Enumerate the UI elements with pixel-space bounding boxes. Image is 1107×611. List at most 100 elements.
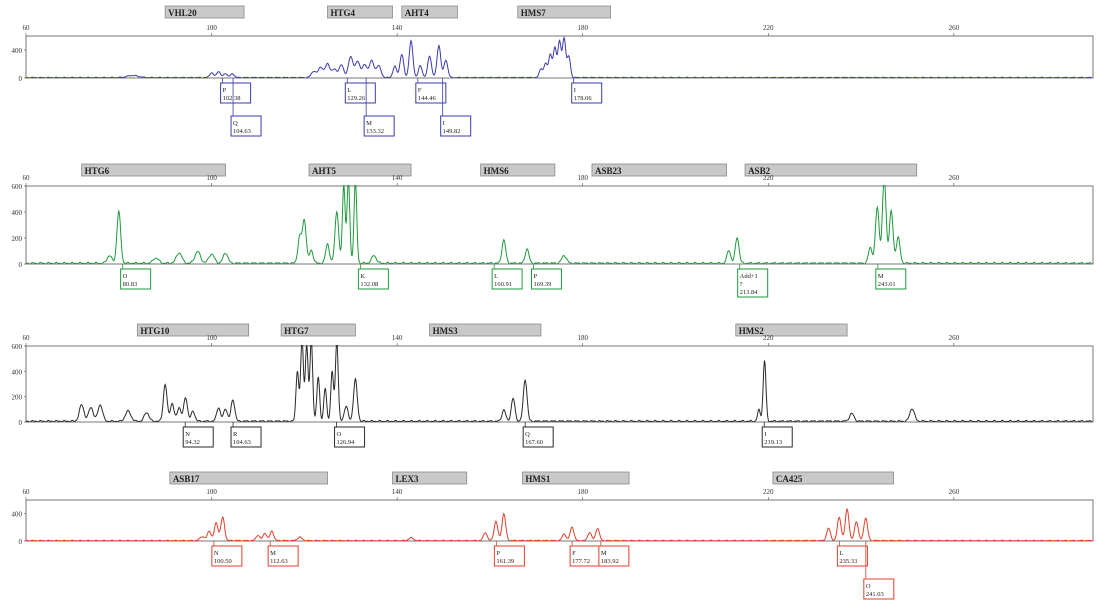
- marker-bar-htg4[interactable]: [327, 5, 393, 19]
- allele-call-box[interactable]: [415, 82, 447, 104]
- marker-bar-hms2[interactable]: [735, 323, 848, 337]
- marker-label: HMS1: [525, 474, 551, 484]
- allele-call-text: O: [337, 431, 342, 438]
- x-tick-label: 220: [763, 488, 774, 496]
- allele-call-box[interactable]: [357, 268, 389, 290]
- marker-bar-aht5[interactable]: [308, 163, 412, 177]
- marker-label: HMS7: [521, 8, 547, 18]
- allele-call-box[interactable]: [230, 115, 262, 137]
- y-tick-label: 0: [19, 538, 23, 546]
- allele-call-box[interactable]: [530, 268, 562, 290]
- marker-bar-htg10[interactable]: [136, 323, 250, 337]
- allele-call-text: K: [360, 273, 365, 280]
- x-tick-label: 260: [949, 488, 960, 496]
- allele-call-text: P: [533, 273, 537, 280]
- allele-call-text: 235.33: [839, 558, 857, 565]
- marker-bar-asb2[interactable]: [744, 163, 918, 177]
- x-tick-label: 140: [392, 174, 403, 182]
- x-tick-label: 100: [206, 174, 217, 182]
- allele-call-text: 160.91: [494, 281, 512, 288]
- allele-call-box[interactable]: [737, 268, 769, 298]
- allele-call-text: 126.94: [337, 439, 356, 446]
- allele-call-box[interactable]: [363, 115, 395, 137]
- allele-call-box[interactable]: [344, 82, 376, 104]
- trace-line: [26, 345, 1093, 422]
- allele-call-text: 241.03: [866, 591, 884, 598]
- allele-call-text: P: [496, 550, 500, 557]
- allele-call-box[interactable]: [440, 115, 472, 137]
- marker-label: LEX3: [395, 474, 419, 484]
- y-tick-label: 600: [12, 343, 23, 351]
- x-tick-label: 100: [206, 488, 217, 496]
- allele-call-text: M: [878, 273, 884, 280]
- marker-label: HMS6: [484, 166, 510, 176]
- allele-call-box[interactable]: [598, 545, 630, 567]
- marker-bar-htg6[interactable]: [81, 163, 226, 177]
- marker-bar-vhl20[interactable]: [164, 5, 245, 19]
- y-tick-label: 0: [19, 75, 23, 83]
- allele-call-text: I: [764, 431, 766, 438]
- marker-bar-asb23[interactable]: [591, 163, 727, 177]
- allele-call-text: Q: [233, 120, 238, 127]
- x-tick-label: 220: [763, 24, 774, 32]
- allele-call-text: 161.39: [496, 558, 514, 565]
- allele-call-text: O: [866, 583, 871, 590]
- y-tick-label: 400: [12, 47, 23, 55]
- allele-call-box[interactable]: [875, 268, 907, 290]
- allele-call-text: I: [574, 87, 576, 94]
- allele-call-box[interactable]: [571, 82, 603, 104]
- marker-label: ASB17: [173, 474, 200, 484]
- plot-frame: [25, 35, 1094, 79]
- allele-call-text: 80.83: [123, 281, 138, 288]
- x-tick-label: 260: [949, 174, 960, 182]
- allele-call-box[interactable]: [493, 545, 525, 567]
- allele-call-text: L: [347, 87, 351, 94]
- marker-bar-hms3[interactable]: [429, 323, 542, 337]
- allele-call-text: 183.92: [601, 558, 619, 565]
- marker-bar-htg7[interactable]: [280, 323, 356, 337]
- allele-call-box[interactable]: [761, 426, 793, 448]
- allele-call-box[interactable]: [491, 268, 523, 290]
- marker-bar-ca425[interactable]: [772, 471, 894, 485]
- allele-call-box[interactable]: [182, 426, 214, 448]
- marker-bar-hms6[interactable]: [480, 163, 556, 177]
- marker-label: VHL20: [168, 8, 197, 18]
- allele-call-box[interactable]: [522, 426, 554, 448]
- allele-call-box[interactable]: [230, 426, 262, 448]
- allele-call-box[interactable]: [267, 545, 299, 567]
- allele-call-text: 149.82: [443, 128, 461, 135]
- allele-call-text: 100.50: [214, 558, 232, 565]
- marker-bar-hms7[interactable]: [517, 5, 611, 19]
- allele-call-text: M: [601, 550, 607, 557]
- allele-call-text: Q: [525, 431, 530, 438]
- marker-label: HTG4: [331, 8, 356, 18]
- marker-label: AHT4: [405, 8, 430, 18]
- allele-call-box[interactable]: [220, 82, 252, 104]
- allele-call-box[interactable]: [334, 426, 366, 448]
- marker-bar-asb17[interactable]: [169, 471, 328, 485]
- allele-call-text: L: [494, 273, 498, 280]
- marker-bar-aht4[interactable]: [401, 5, 458, 19]
- allele-call-box[interactable]: [863, 578, 895, 600]
- x-tick-label: 60: [23, 488, 31, 496]
- marker-bar-hms1[interactable]: [521, 471, 630, 485]
- x-tick-label: 180: [577, 24, 588, 32]
- allele-call-text: 243.61: [878, 281, 896, 288]
- marker-bar-lex3[interactable]: [392, 471, 468, 485]
- allele-call-box[interactable]: [120, 268, 152, 290]
- marker-label: HTG10: [140, 326, 170, 336]
- allele-call-text: 104.63: [233, 128, 251, 135]
- marker-label: AHT5: [312, 166, 337, 176]
- trace-line: [26, 36, 1093, 78]
- marker-label: HTG7: [284, 326, 309, 336]
- allele-call-box[interactable]: [836, 545, 868, 567]
- allele-call-box[interactable]: [211, 545, 243, 567]
- marker-label: HMS3: [433, 326, 459, 336]
- allele-call-text: I: [443, 120, 445, 127]
- x-tick-label: 60: [23, 174, 31, 182]
- x-tick-label: 140: [392, 334, 403, 342]
- allele-call-text: N: [214, 550, 219, 557]
